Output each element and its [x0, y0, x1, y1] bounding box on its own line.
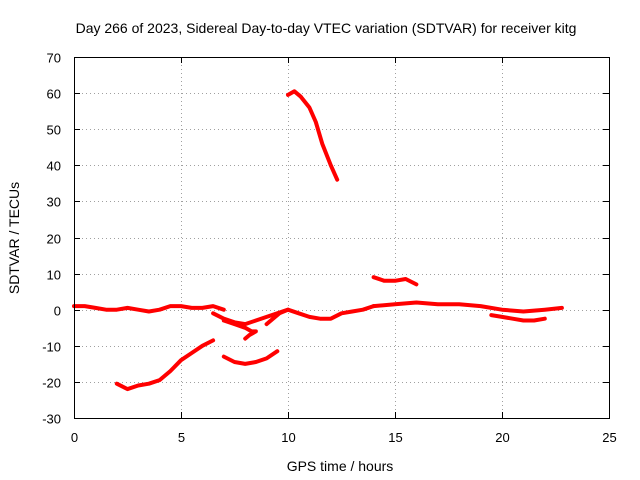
series-negative-arc-h — [221, 349, 280, 366]
x-tick-label: 20 — [495, 430, 509, 445]
x-tick-label: 5 — [178, 430, 185, 445]
axis-ticks: 0 5 10 15 20 25 -30 -20 -10 0 10 20 30 40 50 60 70 — [42, 51, 617, 446]
series-lower-track-d — [489, 313, 547, 323]
y-tick-label: 30 — [47, 195, 61, 210]
y-tick-label: 50 — [47, 123, 61, 138]
y-tick-label: 60 — [47, 87, 61, 102]
y-tick-label: -20 — [42, 376, 61, 391]
y-tick-label: 70 — [47, 51, 61, 66]
x-tick-label: 15 — [388, 430, 402, 445]
series-peak-i — [286, 89, 340, 182]
series-drop-e — [221, 318, 258, 341]
y-tick-label: 40 — [47, 159, 61, 174]
series-rise-f — [264, 307, 290, 327]
y-axis-label: SDTVAR / TECUs — [6, 182, 22, 294]
y-tick-label: -30 — [42, 412, 61, 427]
series-baseline-a — [72, 304, 226, 314]
y-tick-label: 20 — [47, 232, 61, 247]
series-bump-j — [371, 275, 419, 287]
series-negative-arc-g — [114, 338, 216, 392]
y-tick-label: 10 — [47, 268, 61, 283]
y-tick-label: -10 — [42, 340, 61, 355]
grid — [74, 57, 609, 418]
x-tick-label: 0 — [71, 430, 78, 445]
series-baseline-c — [371, 300, 564, 314]
y-tick-label: 0 — [54, 304, 61, 319]
chart-title: Day 266 of 2023, Sidereal Day-to-day VTE… — [76, 20, 577, 36]
x-tick-label: 25 — [602, 430, 616, 445]
x-tick-label: 10 — [281, 430, 295, 445]
series-group — [72, 89, 564, 392]
series-baseline-b — [211, 304, 376, 327]
x-axis-label: GPS time / hours — [287, 458, 394, 474]
